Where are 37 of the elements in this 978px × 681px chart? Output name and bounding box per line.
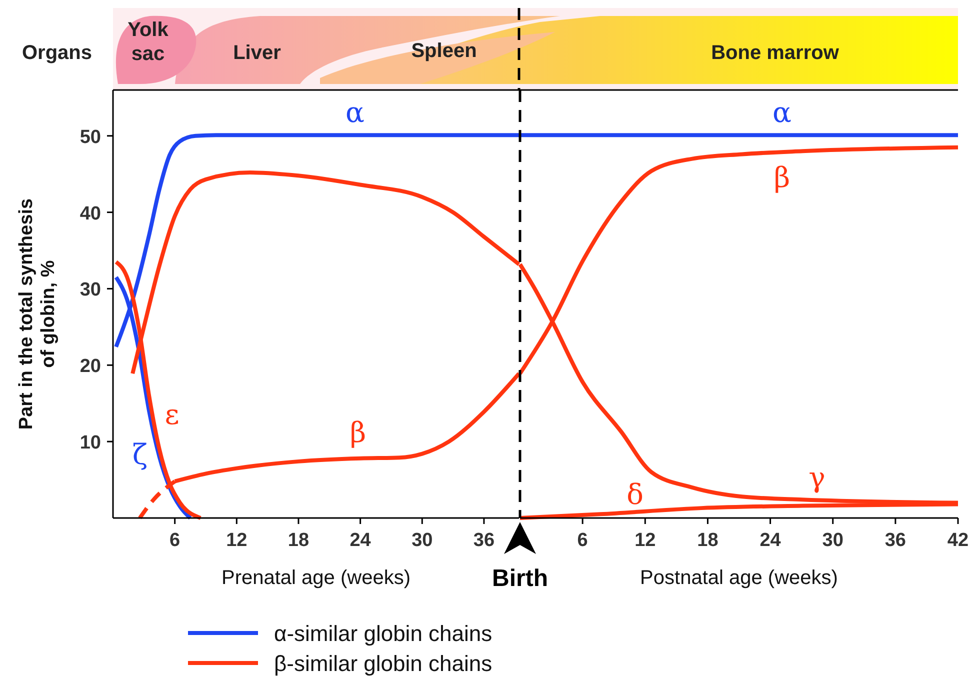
annotation: δ [626, 478, 644, 511]
text: Spleen [411, 40, 477, 62]
x-tick-label: 6 [170, 530, 180, 551]
legend-label: β-similar globin chains [274, 651, 492, 676]
annotation: β [774, 161, 790, 194]
x-tick-label: 18 [288, 530, 310, 551]
x-tick-label: 24 [350, 530, 372, 551]
annotation: α [346, 96, 365, 129]
x-tick-label: 36 [473, 530, 495, 551]
annotation: γ [808, 461, 826, 494]
y-tick-label: 30 [80, 280, 101, 301]
y-tick-label: 40 [80, 203, 101, 224]
legend-label: α-similar globin chains [274, 621, 492, 646]
x-tick-label: 18 [697, 530, 718, 551]
x-tick-label: 12 [634, 530, 656, 551]
annotation: ε [164, 398, 180, 431]
y-tick-label: 20 [80, 356, 101, 378]
y-tick-label: 10 [80, 432, 101, 454]
y-tick-label: 50 [80, 126, 101, 148]
x-axis-title: Prenatal age (weeks) [222, 567, 410, 589]
x-tick-label: 24 [760, 530, 782, 551]
x-tick-label: 30 [822, 530, 844, 551]
text: Yolk sac [128, 19, 170, 65]
y-axis-title: Part in the total synthesis of globin, % [16, 198, 59, 430]
annotation: β [350, 416, 366, 449]
text: Organs [22, 42, 92, 64]
x-tick-label: 30 [412, 530, 433, 551]
x-tick-label: 6 [577, 530, 588, 551]
x-axis-title: Postnatal age (weeks) [640, 567, 838, 589]
ref-line-label: Birth [492, 565, 548, 592]
annotation: α [772, 96, 792, 129]
x-tick-label: 42 [947, 530, 969, 551]
x-tick-label: 12 [226, 530, 248, 551]
x-tick-label: 36 [884, 530, 906, 551]
text: Liver [233, 42, 282, 64]
annotation: ζ [132, 438, 148, 471]
text: Bone marrow [711, 42, 840, 64]
